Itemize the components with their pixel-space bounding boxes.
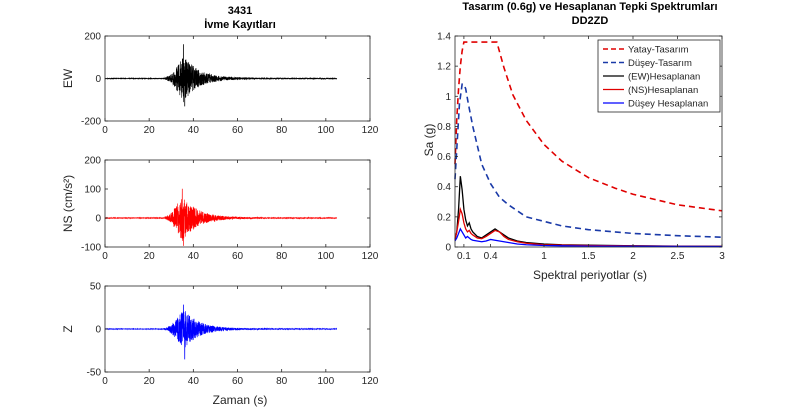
y-tick-label: 200 [84, 156, 101, 167]
x-tick-label: 1 [541, 251, 547, 262]
left-subtitle: İvme Kayıtları [204, 18, 276, 31]
y-tick-label: -100 [81, 243, 101, 254]
legend-entry: Düşey-Tasarım [628, 58, 692, 69]
y-tick-label: 1 [445, 92, 451, 103]
x-tick-label: 80 [276, 376, 288, 387]
x-axis-label-period: Spektral periyotlar (s) [533, 268, 647, 282]
x-tick-label: 3 [719, 251, 725, 262]
x-tick-label: 0.4 [484, 251, 498, 262]
legend-entry: Yatay-Tasarım [628, 45, 689, 56]
x-tick-label: 60 [232, 125, 244, 136]
y-axis-label: Z [61, 325, 75, 332]
x-tick-label: 20 [144, 376, 156, 387]
y-tick-label: -50 [87, 368, 102, 379]
right-subtitle: DD2ZD [572, 15, 609, 27]
left-title: 3431 [228, 5, 252, 17]
x-tick-label: 40 [188, 376, 200, 387]
x-tick-label: 100 [317, 376, 334, 387]
right-title: Tasarım (0.6g) ve Hesaplanan Tepki Spekt… [462, 1, 717, 13]
legend-entry: (EW)Hesaplanan [628, 72, 700, 83]
x-tick-label: 0 [102, 376, 108, 387]
spectrum-series-1 [454, 83, 723, 238]
x-tick-label: 0.1 [457, 251, 471, 262]
plot-area [105, 160, 370, 247]
x-tick-label: 120 [362, 125, 379, 136]
x-tick-label: 60 [232, 251, 244, 262]
y-tick-label: -200 [81, 117, 101, 128]
x-tick-label: 20 [144, 251, 156, 262]
y-tick-label: 0 [95, 214, 101, 225]
x-tick-label: 2 [630, 251, 636, 262]
x-tick-label: 2.5 [671, 251, 685, 262]
y-tick-label: 100 [84, 185, 101, 196]
x-tick-label: 80 [276, 125, 288, 136]
x-tick-label: 40 [188, 251, 200, 262]
spectrum-series-4 [454, 227, 723, 248]
x-tick-label: 100 [317, 251, 334, 262]
y-tick-label: 0.2 [437, 212, 451, 223]
spectrum-series-0 [454, 41, 723, 212]
acceleration-trace [104, 188, 337, 246]
x-tick-label: 0 [102, 125, 108, 136]
x-tick-label: 120 [362, 251, 379, 262]
y-axis-label: EW [61, 68, 75, 88]
y-tick-label: 50 [90, 282, 102, 293]
y-tick-label: 0.6 [437, 152, 451, 163]
x-tick-label: 0 [102, 251, 108, 262]
y-tick-label: 0.8 [437, 122, 451, 133]
y-tick-label: 200 [84, 32, 101, 43]
y-tick-label: 0 [445, 243, 451, 254]
y-axis-label-sa: Sa (g) [422, 124, 436, 157]
x-tick-label: 40 [188, 125, 200, 136]
x-tick-label: 120 [362, 376, 379, 387]
acceleration-trace [104, 44, 338, 107]
y-tick-label: 1.4 [437, 32, 451, 43]
x-tick-label: 20 [144, 125, 156, 136]
acceleration-trace [104, 304, 338, 360]
y-tick-label: 0.4 [437, 182, 451, 193]
y-tick-label: 1.2 [437, 62, 451, 73]
x-tick-label: 1.5 [582, 251, 596, 262]
y-axis-label: NS (cm/s²) [61, 175, 75, 232]
response-spectra-panel: 0.1 0.4 1 1.5 2 2.5 3 0 0.2 0.4 0.6 0.8 1 1.2 1.4 Yatay… [437, 32, 725, 263]
legend-entry: Düşey Hesaplanan [628, 99, 708, 110]
x-tick-label: 60 [232, 376, 244, 387]
legend: Yatay-Tasarım Düşey-Tasarım (EW)Hesaplanan… [597, 39, 721, 113]
x-tick-label: 100 [317, 125, 334, 136]
x-axis-label-time: Zaman (s) [213, 393, 268, 407]
x-tick-label: 80 [276, 251, 288, 262]
y-tick-label: 0 [95, 74, 101, 85]
y-tick-label: 0 [95, 325, 101, 336]
legend-entry: (NS)Hesaplanan [628, 85, 698, 96]
